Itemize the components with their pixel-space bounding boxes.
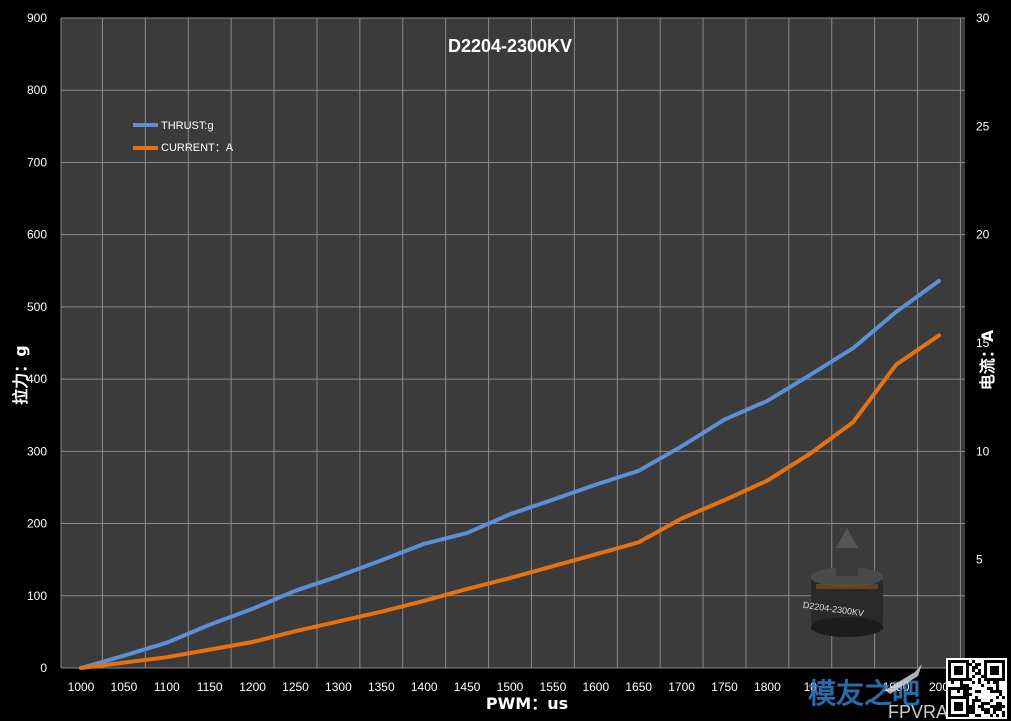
right-y-axis: 5 10 15 20 25 30 — [976, 11, 990, 567]
chart-title: D2204-2300KV — [448, 36, 572, 56]
left-y-axis-label: 拉力：g — [11, 345, 30, 404]
current-data-point — [252, 641, 254, 643]
watermark-brand-text: FPVRA — [888, 702, 948, 721]
thrust-data-point — [595, 484, 597, 486]
gridlines — [60, 17, 965, 669]
x-tick-label: 1250 — [282, 680, 309, 694]
current-data-point — [209, 649, 211, 651]
x-tick-label: 1600 — [582, 680, 609, 694]
thrust-data-point — [724, 419, 725, 421]
x-tick-label: 1700 — [668, 680, 695, 694]
x-tick-label: 1400 — [411, 680, 438, 694]
current-data-point — [509, 577, 511, 579]
current-data-point — [852, 421, 854, 423]
current-data-point — [809, 453, 811, 454]
current-data-point — [423, 600, 425, 602]
x-tick-label: 1550 — [540, 680, 567, 694]
thrust-data-point — [638, 470, 640, 472]
thrust-data-point — [766, 400, 768, 402]
qr-code — [946, 658, 1007, 719]
y-left-tick-label: 800 — [27, 83, 47, 97]
x-tick-label: 1750 — [711, 680, 738, 694]
right-y-axis-label: 电流：A — [978, 329, 997, 390]
y-left-tick-label: 900 — [27, 11, 47, 25]
thrust-data-point — [681, 445, 683, 447]
current-data-point — [681, 518, 683, 519]
x-tick-label: 200 — [929, 680, 949, 694]
x-tick-label: 1150 — [197, 680, 223, 694]
current-data-point — [766, 480, 768, 482]
thrust-data-point — [252, 608, 254, 610]
y-left-tick-label: 100 — [27, 589, 47, 603]
current-data-point — [80, 667, 82, 669]
y-right-tick-label: 5 — [976, 553, 983, 567]
thrust-data-point — [509, 513, 511, 515]
thrust-data-point — [337, 575, 339, 577]
y-left-tick-label: 700 — [27, 155, 47, 169]
thrust-data-point — [380, 559, 382, 561]
y-right-tick-label: 10 — [976, 444, 990, 458]
y-right-tick-label: 20 — [976, 228, 990, 242]
y-left-tick-label: 0 — [40, 661, 47, 675]
thrust-data-point — [466, 532, 468, 534]
x-tick-label: 18 — [804, 680, 818, 694]
x-axis: 1000 1050 1100 1150 1200 1250 1300 1350 1400 1450… — [68, 680, 950, 694]
x-tick-label: 1200 — [239, 680, 266, 694]
current-data-point — [123, 662, 125, 664]
x-axis-label: PWM：us — [486, 694, 568, 713]
thrust-data-point — [895, 311, 897, 313]
plane-icon — [885, 664, 922, 694]
y-right-tick-label: 15 — [976, 336, 990, 350]
x-tick-label: 1100 — [154, 680, 180, 694]
left-y-axis: 0 100 200 300 400 500 600 700 800 900 — [27, 11, 47, 675]
thrust-data-point — [552, 499, 554, 501]
current-data-point — [380, 611, 382, 613]
legend: THRUST:g CURRENT：A — [133, 120, 234, 154]
thrust-data-point — [209, 624, 211, 626]
y-left-tick-label: 400 — [27, 372, 47, 386]
thrust-data-point — [938, 280, 940, 282]
y-left-tick-label: 500 — [27, 300, 47, 314]
current-data-point — [295, 630, 296, 632]
y-right-tick-label: 30 — [976, 11, 990, 25]
thrust-data-point — [852, 347, 854, 349]
legend-current-label: CURRENT：A — [161, 142, 234, 154]
x-tick-label: 1350 — [368, 680, 395, 694]
x-tick-label: 1050 — [111, 680, 138, 694]
legend-thrust-label: THRUST:g — [161, 120, 214, 132]
y-right-tick-label: 25 — [976, 119, 990, 133]
current-data-point — [638, 541, 640, 543]
thrust-data-point — [809, 374, 811, 376]
series-lines — [79, 278, 941, 670]
x-tick-label: 1450 — [454, 680, 481, 694]
thrust-data-point — [123, 655, 125, 657]
thrust-data-point — [423, 543, 425, 545]
x-tick-label: 1650 — [625, 680, 652, 694]
x-tick-label: 1800 — [754, 680, 781, 694]
current-data-point — [595, 553, 597, 555]
current-data-point — [895, 364, 897, 366]
current-data-point — [337, 620, 339, 622]
x-tick-label: 1300 — [325, 680, 352, 694]
y-left-tick-label: 600 — [27, 228, 47, 242]
x-tick-label: 1500 — [497, 680, 524, 694]
current-data-point — [552, 565, 554, 567]
x-tick-label: 1000 — [68, 680, 95, 694]
y-left-tick-label: 300 — [27, 444, 47, 458]
current-data-point — [466, 588, 468, 590]
plot-area — [61, 18, 965, 668]
site-watermark: 模友之吧 FPVRA — [808, 664, 948, 721]
thrust-data-point — [295, 590, 296, 592]
motor-photo: D2204-2300KV — [802, 528, 883, 637]
y-left-tick-label: 200 — [27, 517, 47, 531]
current-data-point — [938, 334, 940, 336]
current-data-point — [166, 656, 168, 658]
current-data-point — [724, 499, 725, 501]
thrust-data-point — [166, 642, 168, 644]
